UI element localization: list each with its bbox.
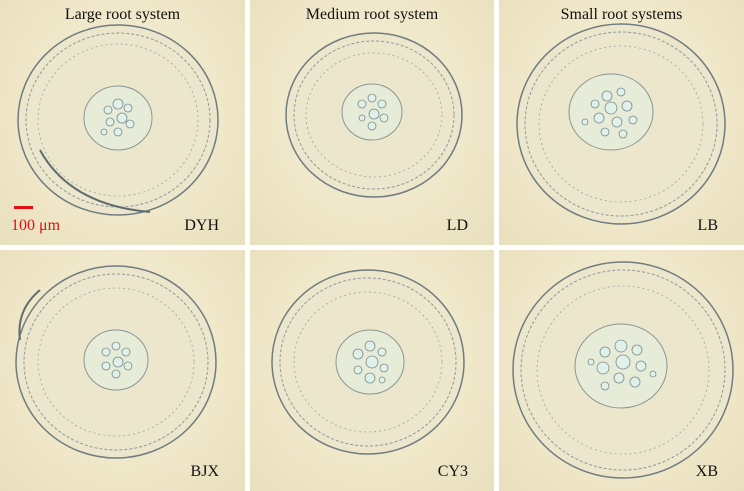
panel-cy3: CY3	[250, 250, 494, 491]
panel-bjx: BJX	[0, 250, 245, 491]
root-section-image	[271, 269, 465, 455]
panel-label-xb: XB	[695, 463, 718, 480]
panel-ld: Medium root system LD	[250, 0, 494, 245]
panel-lb: Small root systems LB	[499, 0, 744, 245]
scale-bar	[14, 206, 33, 209]
scale-bar-label: 100 μm	[11, 217, 61, 234]
panel-label-dyh: DYH	[184, 217, 219, 234]
panel-dyh: Large root system 100 μm DYH	[0, 0, 245, 245]
column-title-medium: Medium root system	[305, 6, 439, 23]
column-title-small: Small root systems	[560, 6, 683, 23]
root-section-image	[512, 261, 734, 479]
column-title-large: Large root system	[64, 6, 181, 23]
panel-label-ld: LD	[446, 217, 468, 234]
panel-label-bjx: BJX	[190, 463, 219, 480]
root-section-image	[516, 23, 726, 225]
root-section-image	[285, 32, 463, 198]
panel-label-lb: LB	[697, 217, 718, 234]
panel-label-cy3: CY3	[437, 463, 468, 480]
root-section-image	[17, 24, 219, 216]
root-section-image	[15, 265, 217, 459]
panel-xb: XB	[499, 250, 744, 491]
